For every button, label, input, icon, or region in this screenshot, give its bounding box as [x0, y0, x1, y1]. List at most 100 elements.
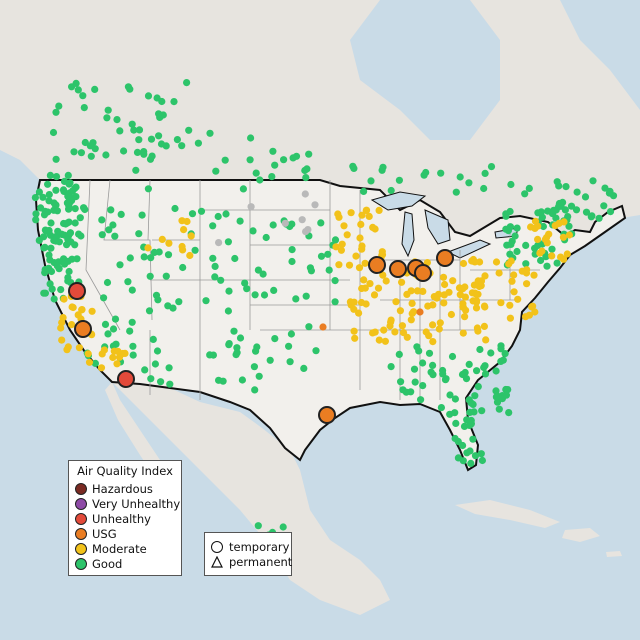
- good-monitor-dot: [425, 349, 434, 357]
- good-monitor-dot: [147, 375, 155, 383]
- good-monitor-dot: [288, 246, 296, 254]
- moderate-monitor-dot: [186, 251, 194, 260]
- good-monitor-dot: [191, 246, 199, 254]
- good-monitor-dot: [387, 363, 395, 371]
- good-monitor-dot: [73, 255, 81, 263]
- good-monitor-dot: [43, 227, 51, 235]
- good-monitor-dot: [71, 205, 79, 213]
- moderate-monitor-dot: [482, 336, 490, 344]
- moderate-monitor-dot: [534, 235, 542, 243]
- good-monitor-dot: [221, 156, 229, 164]
- good-monitor-dot: [52, 173, 61, 181]
- good-monitor-dot: [525, 184, 533, 192]
- good-monitor-dot: [63, 219, 71, 227]
- good-monitor-dot: [499, 356, 507, 364]
- moderate-monitor-dot: [97, 364, 106, 372]
- moderate-monitor-dot: [459, 285, 467, 293]
- moderate-monitor-dot: [408, 299, 416, 307]
- good-monitor-dot: [280, 156, 288, 164]
- legend-item-temporary: temporary: [211, 540, 289, 554]
- moderate-monitor-dot: [471, 258, 479, 266]
- good-monitor-dot: [91, 359, 99, 367]
- good-monitor-dot: [211, 273, 219, 281]
- good-monitor-dot: [462, 375, 471, 383]
- good-monitor-dot: [439, 366, 447, 375]
- good-monitor-dot: [286, 358, 294, 366]
- legend-title: Air Quality Index: [77, 464, 173, 478]
- moderate-monitor-dot: [396, 307, 404, 315]
- moderate-monitor-dot: [100, 346, 108, 354]
- good-monitor-dot: [103, 278, 112, 287]
- good-monitor-dot: [129, 342, 137, 350]
- good-monitor-dot: [197, 207, 206, 215]
- moderate-monitor-dot: [430, 293, 438, 301]
- baja-california: [105, 382, 170, 485]
- good-monitor-dot: [71, 219, 79, 227]
- moderate-monitor-dot: [355, 309, 363, 317]
- good-monitor-dot: [55, 102, 63, 110]
- lake-huron: [424, 209, 451, 245]
- legend-label: Very Unhealthy: [92, 497, 181, 511]
- moderate-monitor-dot: [180, 226, 188, 234]
- good-monitor-dot: [147, 254, 155, 262]
- good-monitor-dot: [128, 286, 136, 294]
- good-monitor-dot: [47, 267, 56, 276]
- moderate-monitor-dot: [456, 291, 464, 299]
- nodata-monitor-dot: [281, 219, 289, 227]
- moderate-monitor-dot: [343, 231, 351, 239]
- good-monitor-dot: [419, 382, 427, 390]
- good-monitor-dot: [140, 253, 148, 261]
- good-monitor-dot: [77, 232, 85, 240]
- good-monitor-dot: [46, 171, 55, 179]
- moderate-monitor-dot: [398, 322, 406, 330]
- legend-item-moderate: Moderate: [75, 542, 147, 556]
- good-monitor-dot: [135, 126, 144, 134]
- moderate-monitor-dot: [506, 314, 514, 322]
- good-monitor-dot: [305, 150, 313, 158]
- good-monitor-dot: [65, 180, 73, 188]
- moderate-monitor-dot: [523, 280, 531, 288]
- moderate-monitor-dot: [461, 313, 469, 321]
- moderate-monitor-dot: [514, 295, 522, 303]
- good-monitor-dot: [522, 260, 530, 268]
- good-monitor-dot: [552, 214, 560, 222]
- good-monitor-dot: [64, 274, 72, 282]
- moderate-monitor-dot: [365, 212, 373, 220]
- good-monitor-dot: [211, 262, 219, 270]
- good-monitor-dot: [128, 120, 136, 128]
- good-monitor-dot: [300, 364, 308, 372]
- moderate-monitor-dot: [468, 289, 476, 297]
- moderate-monitor-dot: [338, 240, 346, 248]
- moderate-monitor-dot: [351, 334, 359, 342]
- good-monitor-dot: [395, 176, 403, 184]
- moderate-monitor-dot: [441, 280, 449, 289]
- good-monitor-dot: [120, 147, 128, 155]
- good-monitor-dot: [437, 169, 445, 177]
- good-monitor-dot: [595, 214, 603, 222]
- moderate-monitor-dot: [382, 277, 390, 285]
- moderate-monitor-dot: [449, 277, 457, 285]
- good-monitor-dot: [246, 156, 254, 164]
- good-monitor-dot: [562, 183, 570, 191]
- good-monitor-dot: [107, 206, 115, 214]
- good-monitor-dot: [241, 279, 249, 287]
- cuba: [455, 500, 560, 528]
- good-monitor-dot: [317, 252, 326, 260]
- good-monitor-dot: [169, 304, 177, 312]
- moderate-monitor-dot: [534, 222, 542, 230]
- moderate-monitor-dot: [165, 239, 173, 247]
- good-monitor-dot: [178, 142, 186, 150]
- good-monitor-dot: [81, 138, 89, 147]
- good-monitor-dot: [251, 386, 259, 394]
- moderate-monitor-dot: [538, 247, 546, 255]
- moderate-monitor-dot: [366, 280, 374, 288]
- good-monitor-dot: [109, 221, 117, 229]
- good-monitor-dot: [473, 367, 481, 375]
- good-monitor-dot: [164, 251, 173, 259]
- moderate-monitor-dot: [436, 319, 444, 327]
- hudson-bay: [350, 0, 500, 140]
- moderate-monitor-dot: [64, 343, 72, 351]
- good-monitor-dot: [537, 256, 545, 265]
- nodata-monitor-dot: [311, 201, 319, 209]
- unhealthy-swatch: [75, 513, 87, 525]
